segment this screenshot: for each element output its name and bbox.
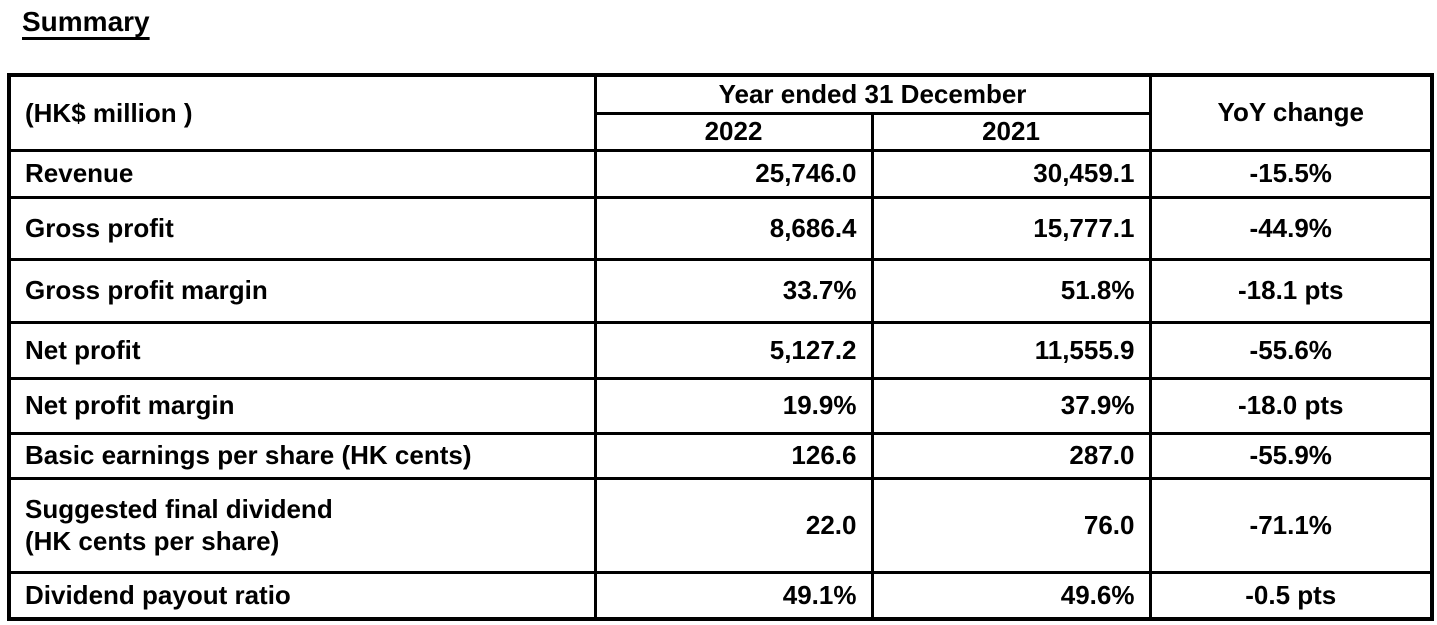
value-2022: 8,686.4: [593, 195, 874, 261]
value-2021: 49.6%: [870, 570, 1152, 621]
value-2021: 287.0: [870, 431, 1152, 480]
value-2022: 19.9%: [593, 376, 874, 435]
row-label: Net profit: [7, 320, 597, 380]
value-2021: 51.8%: [870, 257, 1152, 324]
value-2021: 37.9%: [870, 376, 1152, 435]
value-2021: 30,459.1: [870, 148, 1152, 199]
yoy-change: -44.9%: [1148, 195, 1434, 261]
value-2021: 11,555.9: [870, 320, 1152, 380]
yoy-change: -71.1%: [1148, 476, 1434, 574]
table-row-net-profit: Net profit 5,127.2 11,555.9 -55.6%: [7, 320, 1434, 380]
yoy-header-cell: YoY change: [1148, 73, 1434, 152]
row-label: Gross profit margin: [7, 257, 597, 324]
value-2021: 15,777.1: [870, 195, 1152, 261]
table-row-suggested-final-dividend: Suggested final dividend (HK cents per s…: [7, 476, 1434, 574]
yoy-change: -0.5 pts: [1148, 570, 1434, 621]
value-2022: 49.1%: [593, 570, 874, 621]
table-row-basic-eps: Basic earnings per share (HK cents) 126.…: [7, 431, 1434, 480]
table-row-gross-profit-margin: Gross profit margin 33.7% 51.8% -18.1 pt…: [7, 257, 1434, 324]
value-2022: 5,127.2: [593, 320, 874, 380]
table-row-net-profit-margin: Net profit margin 19.9% 37.9% -18.0 pts: [7, 376, 1434, 435]
year-group-header-cell: Year ended 31 December: [593, 73, 1152, 115]
yoy-change: -55.6%: [1148, 320, 1434, 380]
header-row-2: 2022 2021: [9, 111, 1432, 152]
row-label: Suggested final dividend (HK cents per s…: [7, 476, 597, 574]
row-label: Gross profit: [7, 195, 597, 261]
value-2022: 22.0: [593, 476, 874, 574]
value-2022: 126.6: [593, 431, 874, 480]
row-label: Revenue: [7, 148, 597, 199]
value-2021: 76.0: [870, 476, 1152, 574]
col-2021-header-cell: 2021: [870, 111, 1152, 152]
yoy-change: -18.0 pts: [1148, 376, 1434, 435]
yoy-change: -18.1 pts: [1148, 257, 1434, 324]
table-row-dividend-payout-ratio: Dividend payout ratio 49.1% 49.6% -0.5 p…: [7, 570, 1434, 621]
unit-label-cell: (HK$ million ): [7, 73, 597, 152]
value-2022: 33.7%: [593, 257, 874, 324]
summary-table: (HK$ million ) Year ended 31 December Yo…: [7, 73, 1434, 621]
header-row-1: (HK$ million ) Year ended 31 December Yo…: [7, 73, 1434, 152]
row-label: Net profit margin: [7, 376, 597, 435]
page-title: Summary: [22, 6, 150, 37]
table-row-revenue: Revenue 25,746.0 30,459.1 -15.5%: [7, 148, 1434, 199]
table-row-gross-profit: Gross profit 8,686.4 15,777.1 -44.9%: [7, 195, 1434, 261]
row-label: Dividend payout ratio: [7, 570, 597, 621]
col-2022-header-cell: 2022: [593, 111, 874, 152]
row-label: Basic earnings per share (HK cents): [7, 431, 597, 480]
yoy-change: -55.9%: [1148, 431, 1434, 480]
value-2022: 25,746.0: [593, 148, 874, 199]
yoy-change: -15.5%: [1148, 148, 1434, 199]
